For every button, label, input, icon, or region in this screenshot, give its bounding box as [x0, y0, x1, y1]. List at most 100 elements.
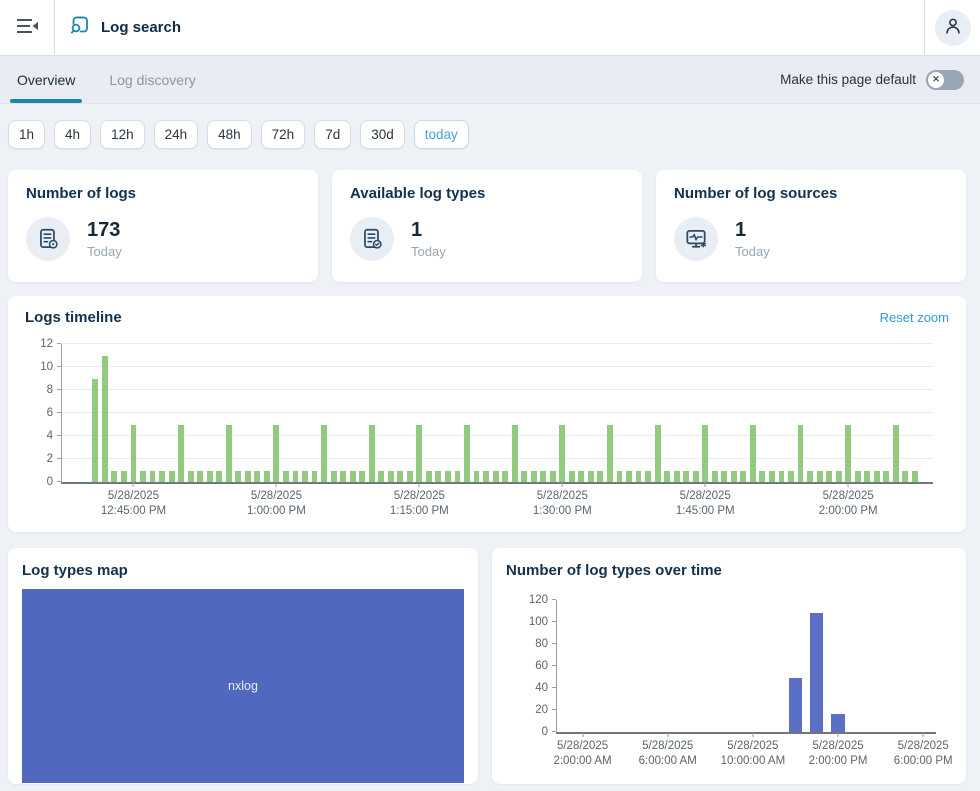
logs-timeline-bar[interactable]: [626, 471, 632, 483]
logs-timeline-bar[interactable]: [826, 471, 832, 483]
logs-timeline-bar[interactable]: [378, 471, 384, 483]
logs-timeline-bar[interactable]: [779, 471, 785, 483]
logs-timeline-bar[interactable]: [540, 471, 546, 483]
treemap-nxlog-tile[interactable]: nxlog: [22, 589, 464, 783]
logs-timeline-chart[interactable]: 0246810125/28/202512:45:00 PM5/28/20251:…: [8, 336, 966, 526]
time-range-button-7d[interactable]: 7d: [314, 120, 351, 149]
logs-timeline-bar[interactable]: [245, 471, 251, 483]
logs-timeline-bar[interactable]: [502, 471, 508, 483]
logs-timeline-bar[interactable]: [636, 471, 642, 483]
logs-timeline-bar[interactable]: [550, 471, 556, 483]
logs-timeline-bar[interactable]: [254, 471, 260, 483]
logs-timeline-bar[interactable]: [655, 425, 661, 483]
logs-timeline-bar[interactable]: [369, 425, 375, 483]
logs-timeline-bar[interactable]: [855, 471, 861, 483]
logs-timeline-bar[interactable]: [836, 471, 842, 483]
logs-timeline-bar[interactable]: [235, 471, 241, 483]
logs-timeline-bar[interactable]: [388, 471, 394, 483]
tab-overview[interactable]: Overview: [16, 56, 76, 103]
logs-timeline-bar[interactable]: [207, 471, 213, 483]
logs-timeline-bar[interactable]: [331, 471, 337, 483]
logs-timeline-bar[interactable]: [788, 471, 794, 483]
logs-timeline-bar[interactable]: [159, 471, 165, 483]
logs-timeline-bar[interactable]: [407, 471, 413, 483]
logs-timeline-bar[interactable]: [693, 471, 699, 483]
logs-timeline-bar[interactable]: [273, 425, 279, 483]
logs-timeline-bar[interactable]: [645, 471, 651, 483]
logs-timeline-bar[interactable]: [140, 471, 146, 483]
logs-timeline-bar[interactable]: [712, 471, 718, 483]
logs-timeline-bar[interactable]: [512, 425, 518, 483]
logs-timeline-bar[interactable]: [731, 471, 737, 483]
logs-timeline-bar[interactable]: [312, 471, 318, 483]
logs-timeline-bar[interactable]: [321, 425, 327, 483]
logs-timeline-bar[interactable]: [359, 471, 365, 483]
logs-timeline-bar[interactable]: [188, 471, 194, 483]
reset-zoom-link[interactable]: Reset zoom: [880, 310, 949, 325]
logs-timeline-bar[interactable]: [664, 471, 670, 483]
logs-timeline-bar[interactable]: [864, 471, 870, 483]
logs-timeline-bar[interactable]: [740, 471, 746, 483]
logs-timeline-bar[interactable]: [445, 471, 451, 483]
time-range-button-4h[interactable]: 4h: [54, 120, 91, 149]
logs-timeline-bar[interactable]: [416, 425, 422, 483]
sidebar-collapse-button[interactable]: [0, 0, 55, 55]
logs-timeline-bar[interactable]: [721, 471, 727, 483]
logs-timeline-bar[interactable]: [807, 471, 813, 483]
logs-timeline-bar[interactable]: [474, 471, 480, 483]
time-range-button-1h[interactable]: 1h: [8, 120, 45, 149]
logs-timeline-bar[interactable]: [902, 471, 908, 483]
tab-log-discovery[interactable]: Log discovery: [108, 56, 196, 103]
time-range-button-24h[interactable]: 24h: [154, 120, 199, 149]
logs-timeline-bar[interactable]: [121, 471, 127, 483]
logs-timeline-bar[interactable]: [597, 471, 603, 483]
logs-timeline-bar[interactable]: [435, 471, 441, 483]
logs-timeline-bar[interactable]: [455, 471, 461, 483]
logs-timeline-bar[interactable]: [521, 471, 527, 483]
logs-timeline-bar[interactable]: [197, 471, 203, 483]
time-range-button-72h[interactable]: 72h: [261, 120, 306, 149]
logs-timeline-bar[interactable]: [111, 471, 117, 483]
time-range-button-12h[interactable]: 12h: [100, 120, 145, 149]
logs-timeline-bar[interactable]: [169, 471, 175, 483]
logs-timeline-bar[interactable]: [912, 471, 918, 483]
logs-timeline-bar[interactable]: [483, 471, 489, 483]
logs-timeline-bar[interactable]: [874, 471, 880, 483]
logs-timeline-bar[interactable]: [464, 425, 470, 483]
logs-timeline-bar[interactable]: [683, 471, 689, 483]
logs-timeline-bar[interactable]: [531, 471, 537, 483]
make-default-toggle[interactable]: ✕: [926, 70, 964, 90]
user-profile-button[interactable]: [935, 10, 971, 46]
logs-timeline-bar[interactable]: [283, 471, 289, 483]
log-types-bar[interactable]: [810, 613, 823, 732]
logs-timeline-bar[interactable]: [607, 425, 613, 483]
logs-timeline-bar[interactable]: [397, 471, 403, 483]
logs-timeline-bar[interactable]: [426, 471, 432, 483]
logs-timeline-bar[interactable]: [578, 471, 584, 483]
time-range-button-today[interactable]: today: [414, 120, 469, 149]
log-types-over-time-chart[interactable]: 0204060801001205/28/20252:00:00 AM5/28/2…: [506, 584, 966, 776]
log-types-bar[interactable]: [831, 714, 844, 732]
logs-timeline-bar[interactable]: [92, 379, 98, 483]
logs-timeline-bar[interactable]: [150, 471, 156, 483]
logs-timeline-bar[interactable]: [102, 356, 108, 483]
logs-timeline-bar[interactable]: [340, 471, 346, 483]
logs-timeline-bar[interactable]: [131, 425, 137, 483]
logs-timeline-bar[interactable]: [216, 471, 222, 483]
logs-timeline-bar[interactable]: [702, 425, 708, 483]
logs-timeline-bar[interactable]: [350, 471, 356, 483]
logs-timeline-bar[interactable]: [750, 425, 756, 483]
logs-timeline-bar[interactable]: [674, 471, 680, 483]
logs-timeline-bar[interactable]: [769, 471, 775, 483]
logs-timeline-bar[interactable]: [178, 425, 184, 483]
logs-timeline-bar[interactable]: [893, 425, 899, 483]
logs-timeline-bar[interactable]: [798, 425, 804, 483]
logs-timeline-bar[interactable]: [293, 471, 299, 483]
logs-timeline-bar[interactable]: [883, 471, 889, 483]
logs-timeline-bar[interactable]: [559, 425, 565, 483]
logs-timeline-bar[interactable]: [493, 471, 499, 483]
logs-timeline-bar[interactable]: [264, 471, 270, 483]
logs-timeline-bar[interactable]: [588, 471, 594, 483]
logs-timeline-bar[interactable]: [617, 471, 623, 483]
logs-timeline-bar[interactable]: [845, 425, 851, 483]
